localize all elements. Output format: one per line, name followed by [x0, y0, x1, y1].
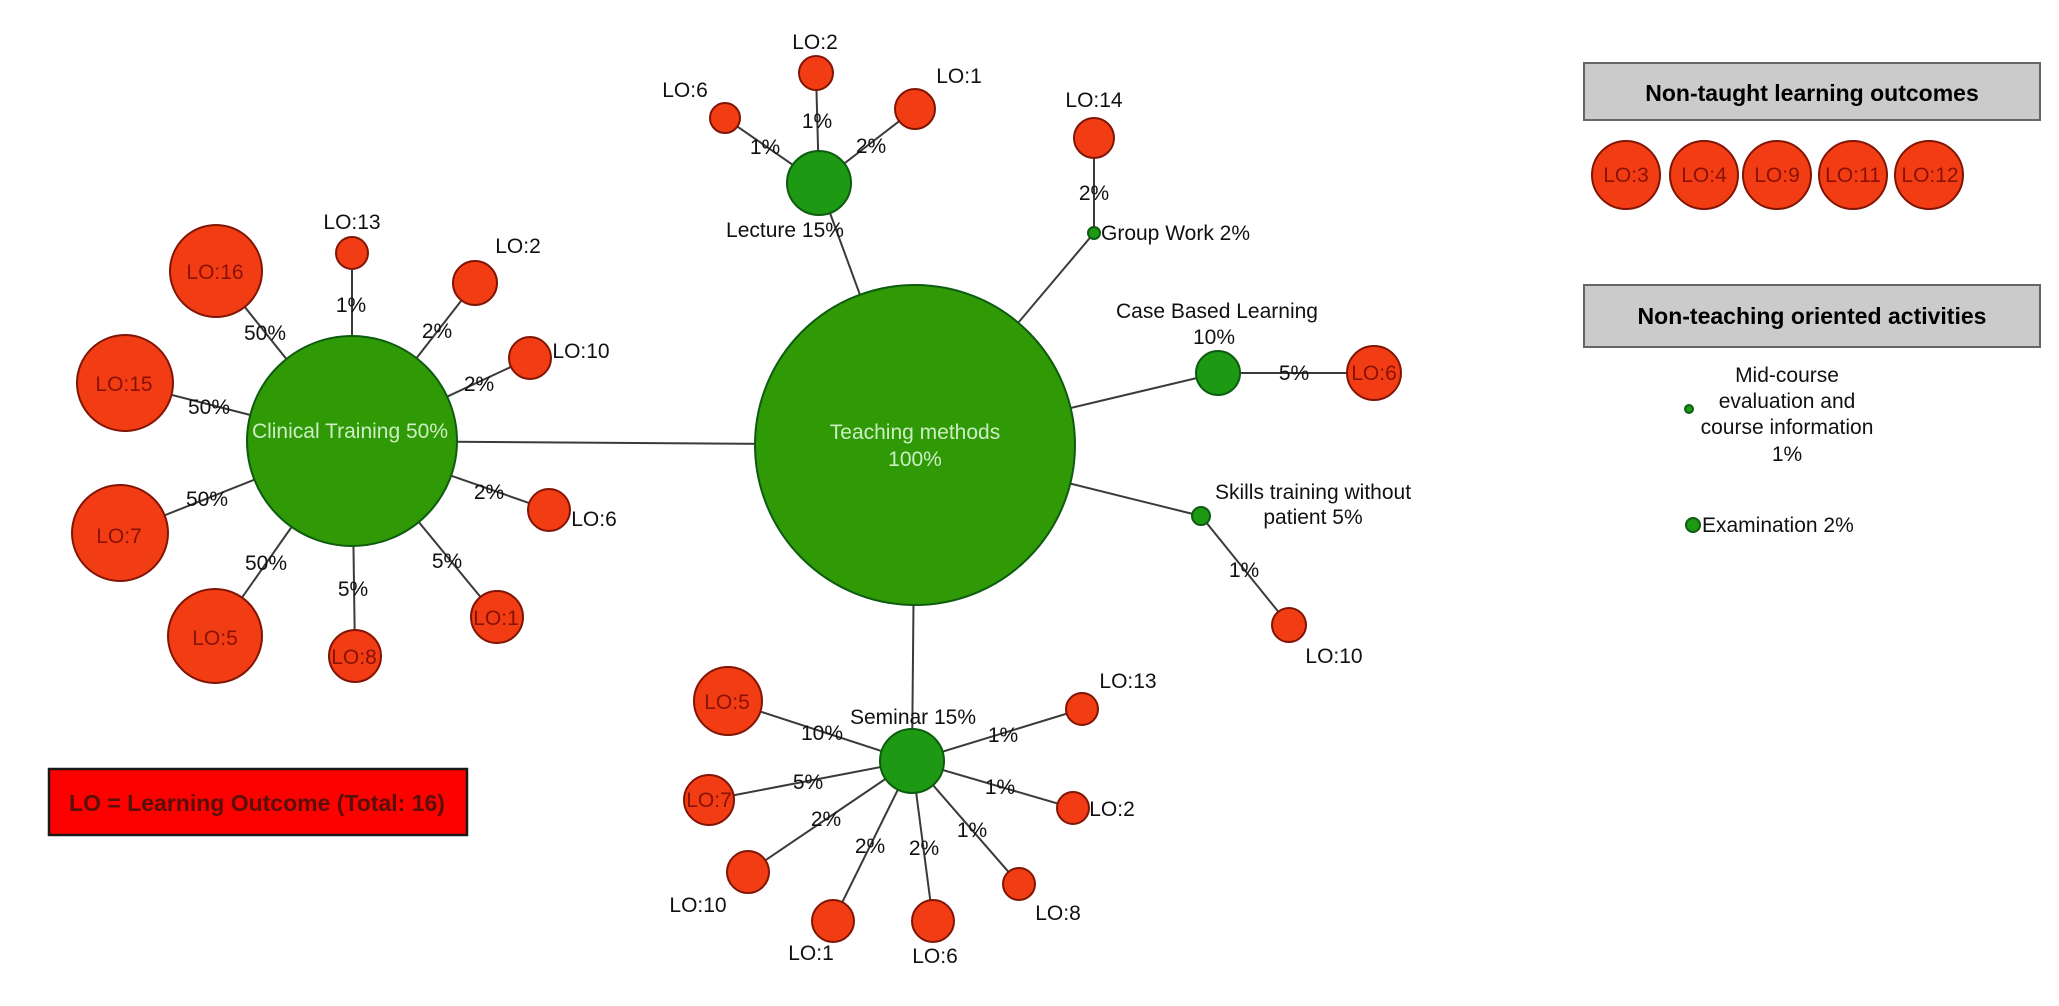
svg-text:Case Based Learning: Case Based Learning [1116, 300, 1318, 323]
svg-text:50%: 50% [244, 322, 286, 345]
svg-text:LO:6: LO:6 [571, 508, 617, 531]
svg-text:LO:9: LO:9 [1754, 164, 1800, 187]
svg-text:LO:1: LO:1 [936, 65, 982, 88]
svg-text:LO = Learning Outcome (Total:: LO = Learning Outcome (Total: 16) [69, 790, 445, 816]
svg-text:1%: 1% [957, 819, 987, 842]
svg-text:2%: 2% [464, 373, 494, 396]
svg-text:1%: 1% [750, 136, 780, 159]
svg-text:5%: 5% [432, 550, 462, 573]
svg-text:Examination 2%: Examination 2% [1702, 514, 1854, 537]
svg-text:LO:1: LO:1 [473, 607, 519, 630]
svg-text:LO:8: LO:8 [331, 646, 377, 669]
svg-text:LO:4: LO:4 [1681, 164, 1727, 187]
svg-text:5%: 5% [338, 578, 368, 601]
svg-text:LO:10: LO:10 [669, 894, 726, 917]
svg-text:LO:7: LO:7 [96, 525, 142, 548]
svg-text:50%: 50% [245, 552, 287, 575]
svg-text:LO:5: LO:5 [704, 691, 750, 714]
svg-text:LO:15: LO:15 [95, 373, 152, 396]
svg-text:50%: 50% [188, 396, 230, 419]
svg-text:LO:6: LO:6 [1351, 362, 1397, 385]
svg-text:Mid-course: Mid-course [1735, 364, 1839, 387]
svg-text:course information: course information [1701, 416, 1874, 439]
svg-text:1%: 1% [802, 110, 832, 133]
svg-text:LO:2: LO:2 [1089, 798, 1135, 821]
svg-text:50%: 50% [186, 488, 228, 511]
svg-text:100%: 100% [888, 448, 942, 471]
svg-text:2%: 2% [811, 808, 841, 831]
svg-text:Non-taught learning outcomes: Non-taught learning outcomes [1645, 80, 1979, 106]
svg-text:LO:6: LO:6 [912, 945, 958, 968]
svg-text:Non-teaching oriented activiti: Non-teaching oriented activities [1638, 303, 1987, 329]
svg-text:2%: 2% [422, 320, 452, 343]
svg-text:1%: 1% [336, 294, 366, 317]
svg-text:Clinical Training 50%: Clinical Training 50% [252, 420, 448, 443]
svg-text:Skills training without: Skills training without [1215, 481, 1411, 504]
svg-text:1%: 1% [1772, 443, 1802, 466]
svg-text:2%: 2% [474, 481, 504, 504]
svg-text:LO:10: LO:10 [552, 340, 609, 363]
svg-text:Lecture 15%: Lecture 15% [726, 219, 844, 242]
svg-text:Teaching methods: Teaching methods [830, 421, 1000, 444]
svg-text:evaluation and: evaluation and [1719, 390, 1856, 413]
svg-text:10%: 10% [801, 722, 843, 745]
svg-text:2%: 2% [909, 837, 939, 860]
svg-text:LO:8: LO:8 [1035, 902, 1081, 925]
svg-text:Group Work 2%: Group Work 2% [1101, 222, 1250, 245]
svg-text:LO:1: LO:1 [788, 942, 834, 965]
svg-text:LO:12: LO:12 [1901, 164, 1958, 187]
svg-text:5%: 5% [793, 771, 823, 794]
svg-text:Seminar 15%: Seminar 15% [850, 706, 976, 729]
svg-text:2%: 2% [855, 835, 885, 858]
svg-text:10%: 10% [1193, 326, 1235, 349]
svg-text:LO:16: LO:16 [186, 261, 243, 284]
svg-text:LO:5: LO:5 [192, 627, 238, 650]
svg-text:LO:11: LO:11 [1825, 164, 1881, 187]
svg-text:1%: 1% [985, 776, 1015, 799]
svg-text:LO:13: LO:13 [1099, 670, 1156, 693]
svg-text:LO:10: LO:10 [1305, 645, 1362, 668]
svg-text:2%: 2% [1079, 182, 1109, 205]
svg-text:patient 5%: patient 5% [1263, 506, 1362, 529]
svg-text:LO:3: LO:3 [1603, 164, 1649, 187]
svg-text:LO:7: LO:7 [686, 789, 732, 812]
svg-text:LO:14: LO:14 [1065, 89, 1123, 112]
svg-text:2%: 2% [856, 135, 886, 158]
svg-text:LO:2: LO:2 [495, 235, 541, 258]
svg-text:LO:13: LO:13 [323, 211, 380, 234]
svg-text:1%: 1% [988, 724, 1018, 747]
svg-text:1%: 1% [1229, 559, 1259, 582]
svg-text:LO:6: LO:6 [662, 79, 708, 102]
svg-text:LO:2: LO:2 [792, 31, 838, 54]
svg-text:5%: 5% [1279, 362, 1309, 385]
